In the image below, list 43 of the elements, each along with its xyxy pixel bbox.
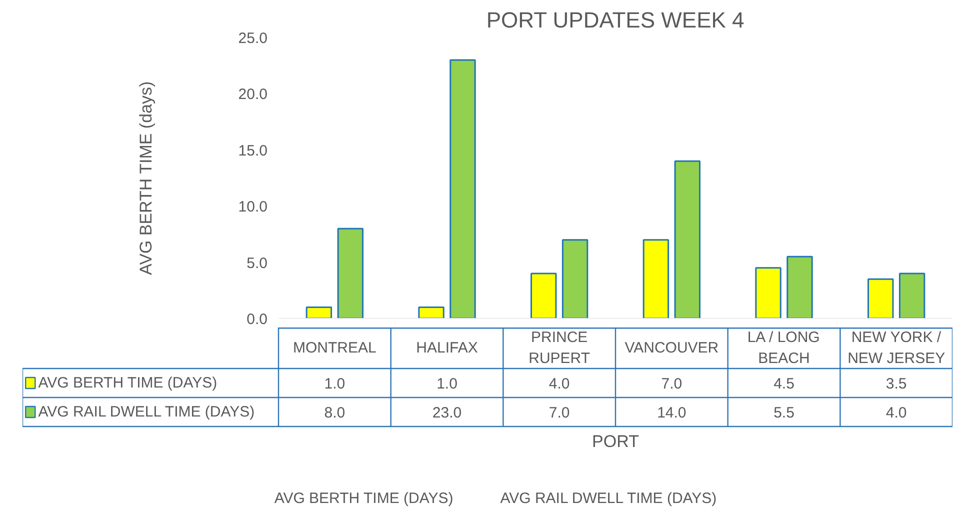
bar	[786, 256, 813, 318]
bar	[898, 272, 926, 318]
bar	[418, 306, 444, 318]
bar	[306, 306, 332, 318]
data-label: 1.0	[324, 376, 346, 392]
bar	[450, 59, 476, 318]
text: AVG BERTH TIME (DAYS)	[274, 490, 454, 507]
data-label: 1.0	[436, 376, 458, 392]
data-label: 5.5	[774, 404, 794, 422]
chart-title: PORT UPDATES WEEK 4	[486, 8, 744, 32]
x-tick-label: PRINCE RUPERT	[528, 328, 590, 368]
data-label: 7.0	[661, 376, 682, 392]
bar	[755, 267, 782, 318]
data-label: 7.0	[548, 404, 570, 422]
bar	[642, 239, 670, 318]
x-tick-label: HALIFAX	[416, 340, 478, 356]
y-tick-label: 0.0	[246, 311, 268, 328]
bar	[337, 228, 364, 318]
data-label: 4.0	[886, 404, 907, 422]
data-label: 4.5	[774, 376, 794, 392]
y-axis-title: AVG BERTH TIME (days)	[136, 81, 156, 275]
x-tick-label: LA / LONG BEACH	[747, 328, 820, 368]
data-label: 8.0	[324, 404, 346, 422]
x-tick-label: MONTREAL	[292, 340, 376, 356]
y-tick-label: 25.0	[238, 30, 268, 47]
legend-label: AVG BERTH TIME (DAYS)	[38, 374, 218, 392]
x-tick-label: NEW YORK / NEW JERSEY	[848, 328, 946, 368]
x-axis-title: PORT	[592, 432, 639, 451]
data-label: 4.0	[548, 376, 570, 392]
y-tick-label: 15.0	[238, 142, 268, 160]
y-tick-label: 10.0	[238, 198, 268, 216]
data-label: 14.0	[657, 404, 686, 422]
data-label: 3.5	[886, 376, 907, 392]
text: AVG RAIL DWELL TIME (DAYS)	[500, 490, 717, 507]
legend-label: AVG RAIL DWELL TIME (DAYS)	[38, 404, 255, 420]
x-tick-label: VANCOUVER	[624, 340, 719, 356]
data-label: 23.0	[432, 404, 462, 422]
bar	[530, 272, 557, 318]
bar	[674, 160, 700, 318]
bar	[562, 239, 588, 318]
bar	[868, 278, 894, 318]
y-tick-label: 20.0	[238, 86, 268, 104]
y-tick-label: 5.0	[246, 254, 268, 272]
